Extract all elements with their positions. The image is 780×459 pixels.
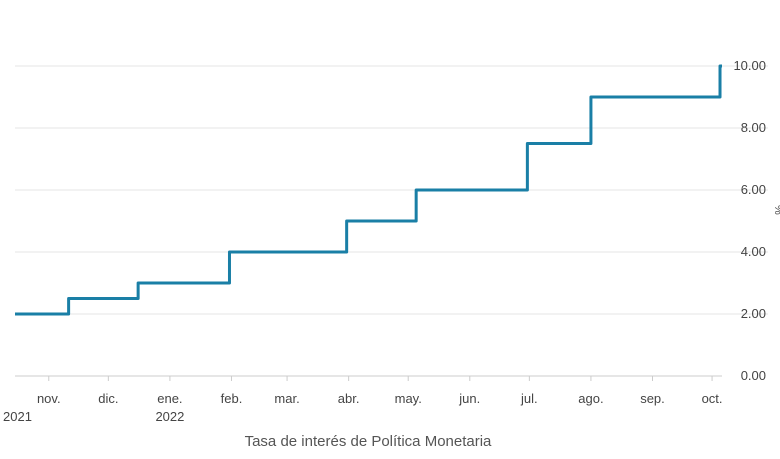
series-group	[15, 64, 722, 316]
x-tick-label: may.	[395, 391, 422, 406]
x-tick-label: oct.	[702, 391, 723, 406]
series-line[interactable]	[15, 64, 722, 316]
year-label: 2022	[155, 409, 184, 424]
x-tick-label: feb.	[221, 391, 243, 406]
x-tick-label: abr.	[338, 391, 360, 406]
y-axis-unit-label: %	[772, 205, 780, 215]
x-tick-label: jul.	[520, 391, 538, 406]
y-tick-label: 6.00	[741, 182, 766, 197]
legend-series-label[interactable]: Tasa de interés de Política Monetaria	[245, 433, 492, 450]
y-tick-label: 2.00	[741, 306, 766, 321]
x-axis-ticks: nov. dic. ene. feb. mar. abr. may. jun. jul. ago.…	[3, 376, 723, 424]
x-tick-label: nov.	[37, 391, 61, 406]
grid-lines	[15, 65, 768, 315]
y-tick-label: 8.00	[741, 120, 766, 135]
y-axis-ticks: 0.00 2.00 4.00 6.00 8.00 10.00	[733, 58, 766, 383]
y-tick-label: 0.00	[741, 368, 766, 383]
x-tick-label: jun.	[458, 391, 480, 406]
x-tick-label: ene.	[157, 391, 182, 406]
x-tick-label: dic.	[98, 391, 118, 406]
year-label: 2021	[3, 409, 32, 424]
y-tick-label: 4.00	[741, 244, 766, 259]
x-tick-label: sep.	[640, 391, 665, 406]
x-tick-label: mar.	[274, 391, 299, 406]
y-tick-label: 10.00	[733, 58, 766, 73]
x-tick-label: ago.	[578, 391, 603, 406]
